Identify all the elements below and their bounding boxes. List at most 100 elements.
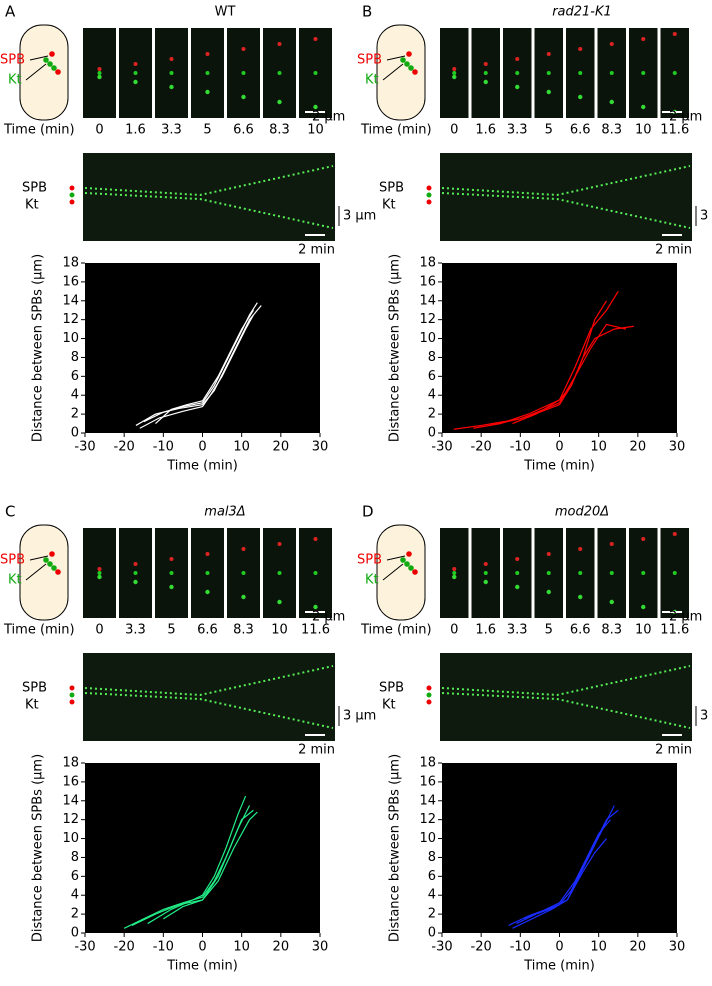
- trace: [163, 811, 258, 920]
- cell-dot: [400, 557, 406, 563]
- y-tick-label: 14: [419, 793, 436, 808]
- x-tick-label: 20: [273, 940, 290, 955]
- y-tick-label: 14: [419, 293, 436, 308]
- y-axis-label: Distance between SPBs (μm): [388, 254, 403, 442]
- y-tick-label: 0: [428, 926, 436, 941]
- spot: [546, 571, 551, 575]
- x-tick-label: -30: [431, 440, 452, 455]
- kymo-label-spb: SPB: [22, 681, 47, 696]
- spot: [241, 94, 246, 100]
- cell-label-kt: Kt: [8, 73, 22, 88]
- x-tick-label: 30: [669, 940, 686, 955]
- x-tick-label: 10: [233, 440, 250, 455]
- kymo-label-kt: Kt: [25, 698, 39, 713]
- cell-dot: [412, 69, 418, 75]
- x-tick-label: 0: [198, 940, 206, 955]
- spot: [578, 71, 583, 75]
- y-tick-label: 4: [428, 388, 436, 403]
- cell-dot: [412, 569, 418, 575]
- y-tick-label: 18: [62, 256, 79, 271]
- kymograph: [83, 153, 335, 241]
- y-tick-label: 6: [71, 369, 79, 384]
- kymo-track: [84, 165, 334, 197]
- spot: [672, 532, 677, 536]
- cell-dot: [51, 65, 57, 71]
- time-label: Time (min): [3, 623, 75, 638]
- spot: [515, 71, 520, 75]
- time-value: 5: [545, 623, 553, 638]
- kymo-label-kt: Kt: [382, 698, 396, 713]
- kymo-dot: [69, 685, 75, 691]
- kymograph: [440, 653, 692, 741]
- spot: [133, 562, 138, 566]
- x-tick-label: -20: [471, 440, 492, 455]
- spot: [609, 571, 614, 575]
- x-tick-label: 30: [312, 940, 329, 955]
- y-tick-label: 12: [62, 312, 79, 327]
- arrow: [386, 55, 406, 61]
- kymo-label-kt: Kt: [25, 198, 39, 213]
- arrow: [29, 55, 49, 61]
- x-tick-label: -30: [74, 940, 95, 955]
- cell-dot: [43, 57, 49, 63]
- cell-dot: [47, 561, 53, 567]
- cell-dot: [400, 57, 406, 63]
- kymo-scale-time: 2 min: [298, 743, 335, 758]
- x-tick-label: -20: [114, 440, 135, 455]
- cell-outline: [19, 24, 69, 121]
- image-scale: 2 μm: [669, 610, 702, 625]
- spot: [546, 589, 551, 595]
- x-axis-label: Time (min): [166, 459, 238, 474]
- kymo-dot: [69, 192, 75, 198]
- time-value: 3.3: [125, 623, 146, 638]
- kymograph: [440, 153, 692, 241]
- time-value: 10: [635, 123, 652, 138]
- spot: [578, 94, 583, 100]
- spot: [277, 42, 282, 46]
- spot: [133, 79, 138, 85]
- x-tick-label: 10: [590, 440, 607, 455]
- spot: [515, 57, 520, 61]
- spot: [313, 571, 318, 575]
- x-tick-label: 10: [590, 940, 607, 955]
- kymo-track: [441, 192, 691, 229]
- spot: [277, 599, 282, 605]
- time-value: 0: [95, 123, 103, 138]
- spot: [641, 571, 646, 575]
- spot: [578, 571, 583, 575]
- time-value: 0: [450, 123, 458, 138]
- time-value: 1.6: [475, 123, 496, 138]
- spot: [578, 547, 583, 551]
- y-tick-label: 2: [71, 407, 79, 422]
- x-tick-label: -10: [153, 440, 174, 455]
- y-tick-label: 14: [62, 793, 79, 808]
- spot: [97, 67, 102, 71]
- panel-letter: A: [5, 3, 16, 21]
- x-tick-label: -10: [153, 940, 174, 955]
- trace: [524, 819, 611, 920]
- y-axis-label: Distance between SPBs (μm): [31, 754, 46, 942]
- spot: [609, 599, 614, 605]
- y-tick-label: 8: [71, 850, 79, 865]
- spot: [133, 62, 138, 66]
- y-tick-label: 4: [71, 888, 79, 903]
- time-value: 8.3: [233, 623, 254, 638]
- kymo-label-spb: SPB: [22, 181, 47, 196]
- cell-dot: [406, 551, 412, 557]
- x-tick-label: 20: [630, 440, 647, 455]
- time-value: 8.3: [601, 623, 622, 638]
- cell-label-kt: Kt: [365, 73, 379, 88]
- arrow: [386, 555, 406, 561]
- spot: [452, 571, 457, 575]
- kymo-track: [84, 692, 334, 729]
- spot: [133, 71, 138, 75]
- time-value: 10: [271, 623, 288, 638]
- spot: [483, 562, 488, 566]
- trace: [488, 323, 627, 427]
- kymo-track: [441, 165, 691, 197]
- cell-outline: [376, 524, 426, 621]
- kymo-dot: [426, 185, 432, 191]
- kymo-scale-space: 3 μm: [343, 209, 376, 224]
- y-tick-label: 2: [428, 407, 436, 422]
